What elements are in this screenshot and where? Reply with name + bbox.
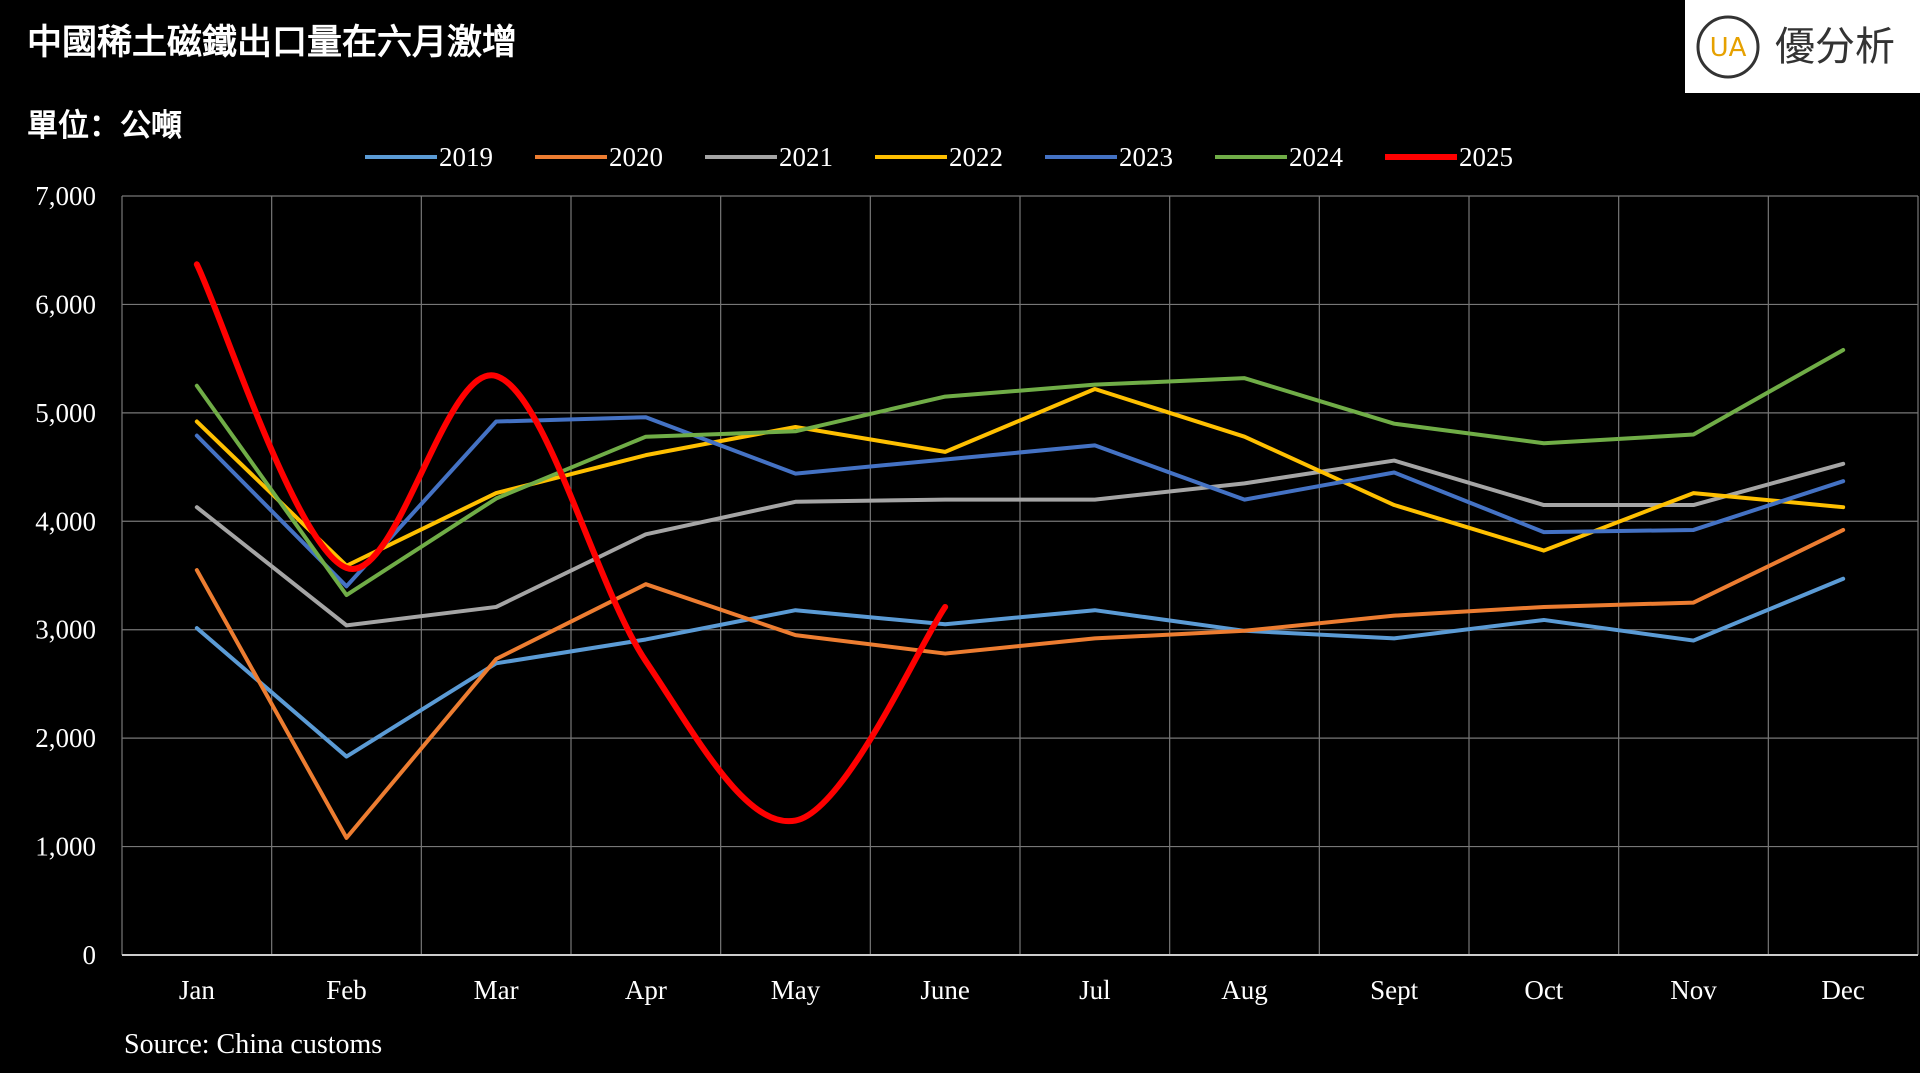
y-tick-label: 5,000 bbox=[35, 398, 96, 428]
subtitle: 單位：公噸 bbox=[27, 108, 182, 144]
y-tick-label: 4,000 bbox=[35, 506, 96, 536]
x-tick-label: Nov bbox=[1670, 975, 1717, 1005]
chart-title: 中國稀土磁鐵出口量在六月激增 bbox=[27, 23, 517, 63]
y-tick-label: 0 bbox=[83, 940, 97, 970]
legend-label: 2019 bbox=[439, 142, 493, 172]
x-tick-label: June bbox=[920, 975, 970, 1005]
y-tick-label: 2,000 bbox=[35, 723, 96, 753]
x-tick-label: Apr bbox=[625, 975, 667, 1005]
series-line bbox=[194, 576, 1846, 759]
y-tick-label: 6,000 bbox=[35, 289, 96, 319]
y-tick-label: 7,000 bbox=[35, 181, 96, 211]
series-line bbox=[194, 387, 1846, 568]
x-tick-label: Sept bbox=[1370, 975, 1419, 1005]
x-tick-label: Feb bbox=[326, 975, 367, 1005]
series-line bbox=[194, 527, 1846, 840]
legend-label: 2025 bbox=[1459, 142, 1513, 172]
legend-label: 2020 bbox=[609, 142, 663, 172]
legend-label: 2023 bbox=[1119, 142, 1173, 172]
x-tick-label: Jan bbox=[179, 975, 215, 1005]
x-tick-label: Jul bbox=[1079, 975, 1111, 1005]
x-tick-label: May bbox=[771, 975, 821, 1005]
x-tick-label: Mar bbox=[474, 975, 519, 1005]
series-line bbox=[194, 347, 1846, 598]
logo-circle bbox=[1696, 15, 1760, 79]
series-line bbox=[194, 458, 1846, 628]
x-tick-label: Oct bbox=[1524, 975, 1563, 1005]
y-tick-label: 1,000 bbox=[35, 832, 96, 862]
legend-label: 2024 bbox=[1289, 142, 1344, 172]
x-tick-label: Aug bbox=[1221, 975, 1268, 1005]
legend-label: 2021 bbox=[779, 142, 833, 172]
logo-mark: UA bbox=[1710, 33, 1747, 63]
series-line bbox=[193, 261, 949, 825]
series-line bbox=[194, 415, 1846, 589]
x-tick-label: Dec bbox=[1821, 975, 1864, 1005]
y-tick-label: 3,000 bbox=[35, 615, 96, 645]
logo-text: 優分析 bbox=[1775, 24, 1895, 70]
legend-label: 2022 bbox=[949, 142, 1003, 172]
source: Source: China customs bbox=[124, 1029, 382, 1060]
